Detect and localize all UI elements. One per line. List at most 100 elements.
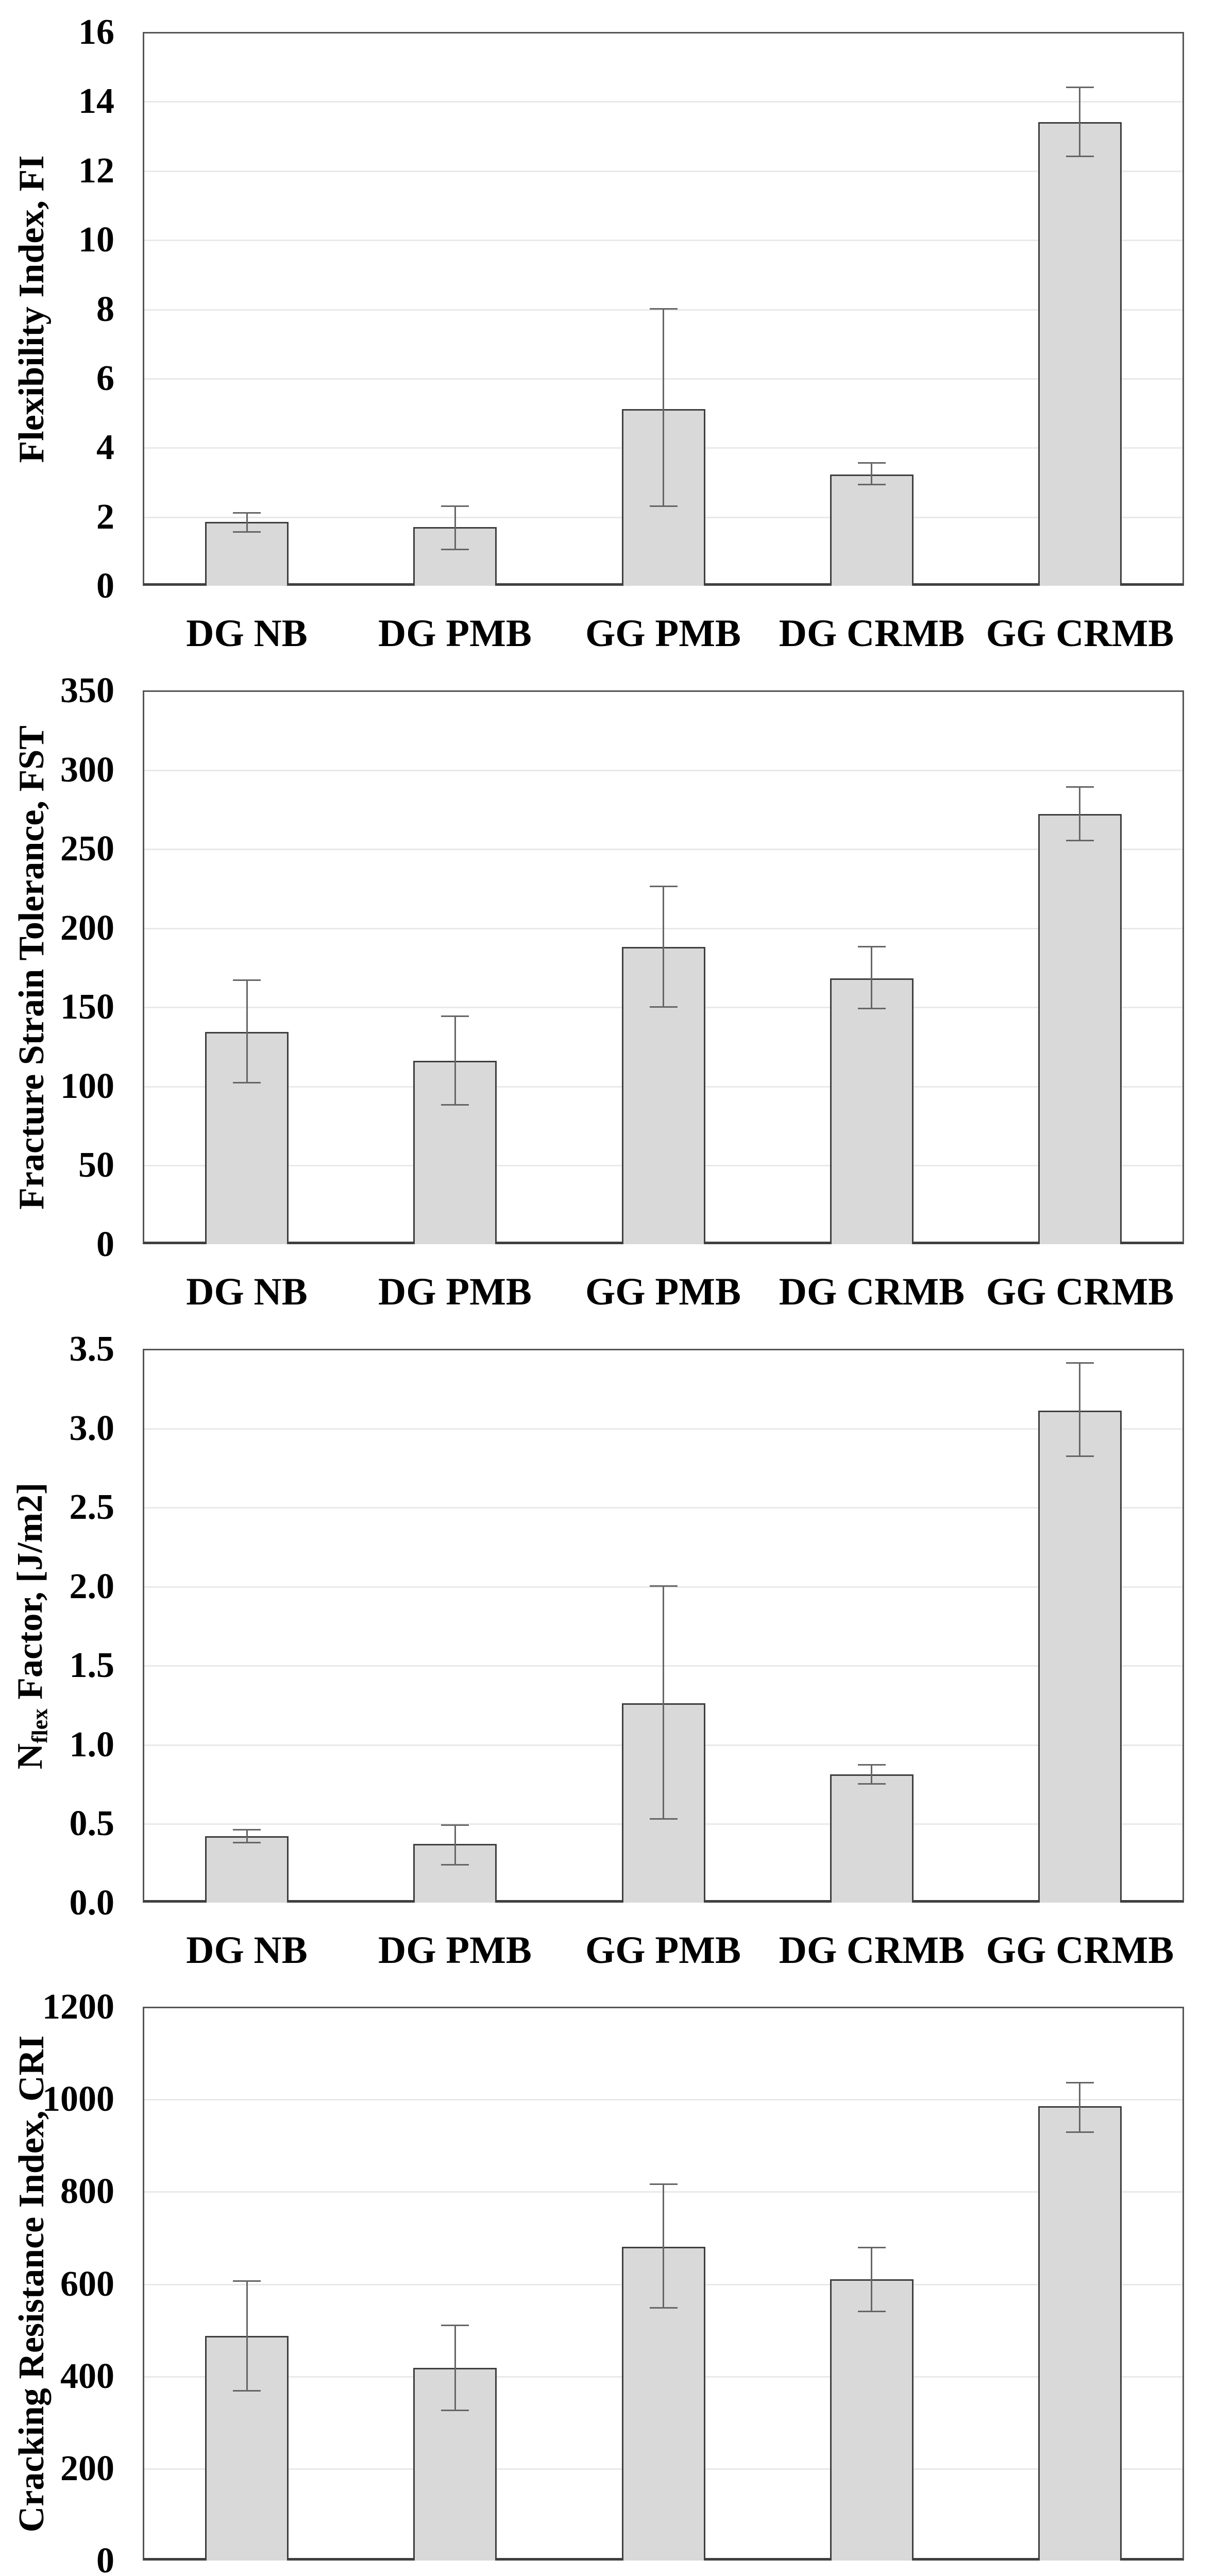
error-bar-cap	[1066, 156, 1094, 157]
error-bar-cap	[650, 2307, 678, 2309]
error-bar-cap	[858, 484, 886, 485]
error-bar-line	[1079, 87, 1080, 156]
y-tick-label: 2	[96, 497, 114, 537]
y-tick-label: 600	[60, 2264, 114, 2304]
error-bar-cap	[233, 1082, 261, 1083]
error-bar-line	[246, 980, 248, 1083]
error-bar-cap	[441, 1104, 469, 1106]
y-tick-label: 400	[60, 2357, 114, 2396]
error-bar-cap	[1066, 2131, 1094, 2133]
error-bar-line	[871, 2248, 872, 2312]
error-bar-cap	[858, 946, 886, 947]
error-bar-line	[246, 1830, 248, 1843]
error-bar-cap	[650, 1585, 678, 1587]
error-bar-line	[246, 513, 248, 532]
error-bar-cap	[858, 2311, 886, 2312]
error-bar-cap	[858, 462, 886, 464]
x-tick-label-dg-crmb: DG CRMB	[779, 1270, 965, 1313]
error-bar-cap	[441, 549, 469, 550]
y-tick-label: 200	[60, 908, 114, 948]
y-tick-label: 250	[60, 829, 114, 869]
bar-gg-pmb	[622, 947, 705, 1244]
error-bar-cap	[441, 1864, 469, 1866]
x-tick-label-gg-crmb: GG CRMB	[986, 612, 1174, 655]
y-tick-label: 50	[78, 1145, 114, 1185]
y-tick-label: 1.5	[69, 1646, 115, 1685]
y-tick-label: 0.0	[69, 1883, 115, 1923]
y-tick-label: 8	[96, 290, 114, 329]
error-bar-line	[871, 463, 872, 484]
x-tick-label-dg-nb: DG NB	[186, 1929, 308, 1972]
bar-dg-nb	[205, 1836, 289, 1903]
error-bar-line	[454, 506, 456, 549]
bar-dg-crmb	[830, 2279, 914, 2561]
error-bar-line	[663, 309, 664, 506]
y-tick-label: 0	[96, 1225, 114, 1264]
x-tick-label-dg-pmb: DG PMB	[378, 612, 532, 655]
y-axis-title: Fracture Strain Tolerance, FST	[12, 725, 52, 1210]
x-tick-label-dg-crmb: DG CRMB	[779, 1929, 965, 1972]
x-tick-label-dg-nb: DG NB	[186, 612, 308, 655]
error-bar-line	[454, 2325, 456, 2411]
error-bar-line	[454, 1016, 456, 1105]
y-tick-label: 4	[96, 428, 114, 467]
y-tick-label: 800	[60, 2172, 114, 2211]
error-bar-cap	[1066, 1455, 1094, 1457]
y-tick-label: 350	[60, 671, 114, 710]
x-tick-label-gg-crmb: GG CRMB	[986, 1929, 1174, 1972]
error-bar-cap	[233, 1829, 261, 1831]
y-tick-label: 2.5	[69, 1487, 115, 1527]
error-bar-line	[1079, 2083, 1080, 2132]
y-tick-label: 0	[96, 2541, 114, 2576]
gridline	[144, 1507, 1182, 1509]
y-tick-label: 6	[96, 359, 114, 398]
y-tick-label: 1.0	[69, 1725, 115, 1765]
error-bar-cap	[441, 1015, 469, 1017]
error-bar-cap	[233, 531, 261, 533]
error-bar-cap	[1066, 1362, 1094, 1364]
error-bar-line	[1079, 787, 1080, 840]
y-tick-label: 14	[78, 81, 114, 121]
gridline	[144, 171, 1182, 172]
error-bar-cap	[1066, 786, 1094, 788]
error-bar-cap	[858, 1764, 886, 1766]
error-bar-cap	[233, 512, 261, 514]
chart-3: Nflex Factor, [J/m2] 0.0 0.5 1.0 1.5 2.0 2.5 3.…	[0, 1317, 1217, 1975]
bar-gg-crmb	[1038, 814, 1122, 1244]
error-bar-cap	[233, 1842, 261, 1843]
error-bar-cap	[233, 2390, 261, 2392]
y-tick-label: 200	[60, 2449, 114, 2488]
y-tick-label: 3.0	[69, 1409, 115, 1448]
error-bar-cap	[1066, 840, 1094, 841]
gridline	[144, 2099, 1182, 2100]
error-bar-line	[1079, 1363, 1080, 1456]
error-bar-cap	[233, 2280, 261, 2282]
chart-2: Fracture Strain Tolerance, FST 0 50 100 150 2…	[0, 658, 1217, 1317]
error-bar-cap	[858, 1783, 886, 1785]
y-tick-label: 0	[96, 566, 114, 606]
bar-gg-crmb	[1038, 2106, 1122, 2561]
x-tick-label-gg-pmb: GG PMB	[585, 1270, 741, 1313]
bar-dg-crmb	[830, 474, 914, 586]
x-tick-label-gg-pmb: GG PMB	[585, 612, 741, 655]
y-tick-label: 150	[60, 987, 114, 1027]
error-bar-cap	[650, 1818, 678, 1820]
gridline	[144, 849, 1182, 850]
error-bar-cap	[650, 308, 678, 310]
error-bar-line	[454, 1825, 456, 1865]
error-bar-cap	[650, 505, 678, 507]
error-bar-cap	[858, 1008, 886, 1009]
error-bar-line	[246, 2281, 248, 2391]
gridline	[144, 1428, 1182, 1430]
chart-4: Cracking Resistance Index, CRI 0 200 400 600…	[0, 1975, 1217, 2576]
gridline	[144, 240, 1182, 241]
x-tick-label-gg-crmb: GG CRMB	[986, 1270, 1174, 1313]
bar-gg-crmb	[1038, 1411, 1122, 1903]
error-bar-cap	[441, 1824, 469, 1826]
x-tick-label-dg-crmb: DG CRMB	[779, 612, 965, 655]
y-tick-label: 3.5	[69, 1329, 115, 1369]
x-tick-label-dg-pmb: DG PMB	[378, 1270, 532, 1313]
error-bar-line	[871, 947, 872, 1009]
y-tick-label: 300	[60, 750, 114, 790]
